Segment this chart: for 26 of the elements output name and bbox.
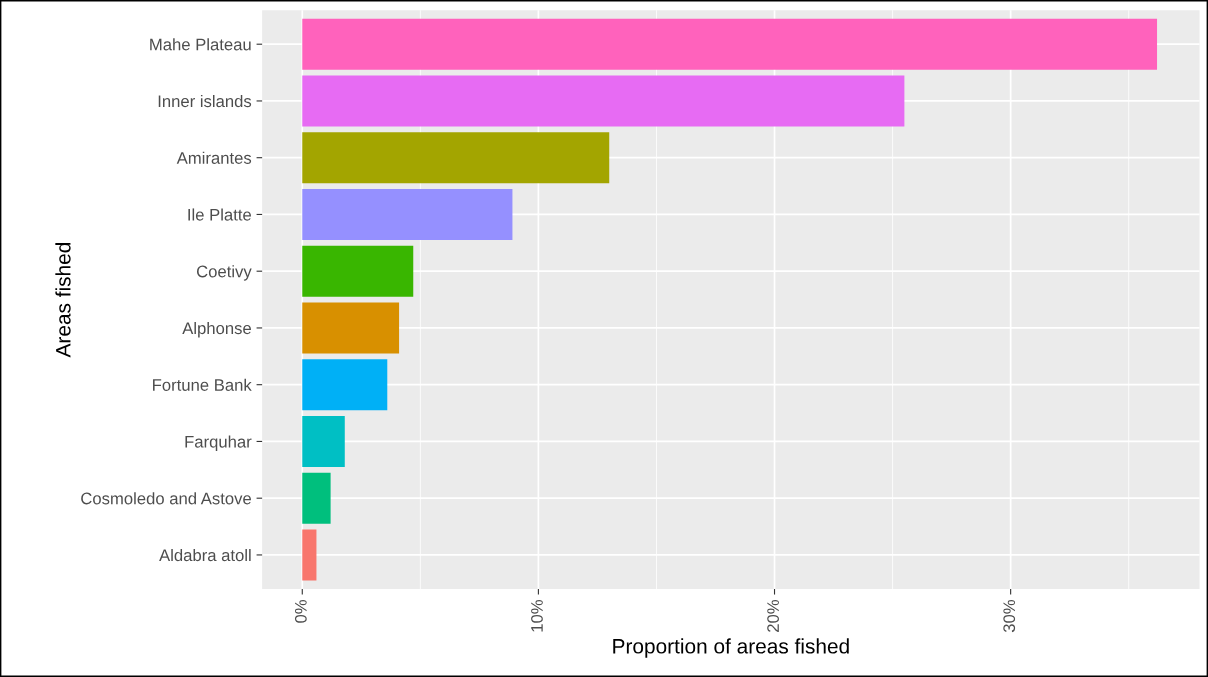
x-tick-label: 20% [767, 600, 779, 632]
bar [302, 359, 388, 411]
bar [302, 245, 414, 297]
bar [302, 529, 317, 581]
bar [302, 188, 513, 240]
bar [302, 18, 1158, 70]
y-tick-label: Fortune Bank [153, 378, 252, 391]
x-axis-title: Proportion of areas fished [613, 638, 849, 658]
y-tick-label: Farquhar [185, 435, 252, 451]
y-tick-label: Aldabra atoll [159, 548, 251, 562]
bar [302, 472, 331, 524]
bar [302, 132, 610, 184]
bar [302, 415, 345, 467]
y-tick-label: Amirantes [176, 151, 252, 164]
y-tick-label: Alphonse [182, 321, 251, 338]
bar [302, 302, 400, 354]
y-tick-label: Coetivy [196, 265, 252, 281]
y-axis-title: Areas fished [55, 243, 71, 358]
y-tick-label: Inner islands [158, 94, 252, 108]
y-tick-label: Ile Platte [188, 208, 251, 221]
x-tick-label: 0% [294, 600, 307, 623]
bar [302, 75, 905, 127]
y-tick-label: Cosmoledo and Astove [81, 492, 251, 505]
y-tick-label: Mahe Plateau [150, 38, 251, 51]
x-tick-label: 30% [1003, 600, 1016, 633]
x-tick-label: 10% [531, 600, 543, 632]
